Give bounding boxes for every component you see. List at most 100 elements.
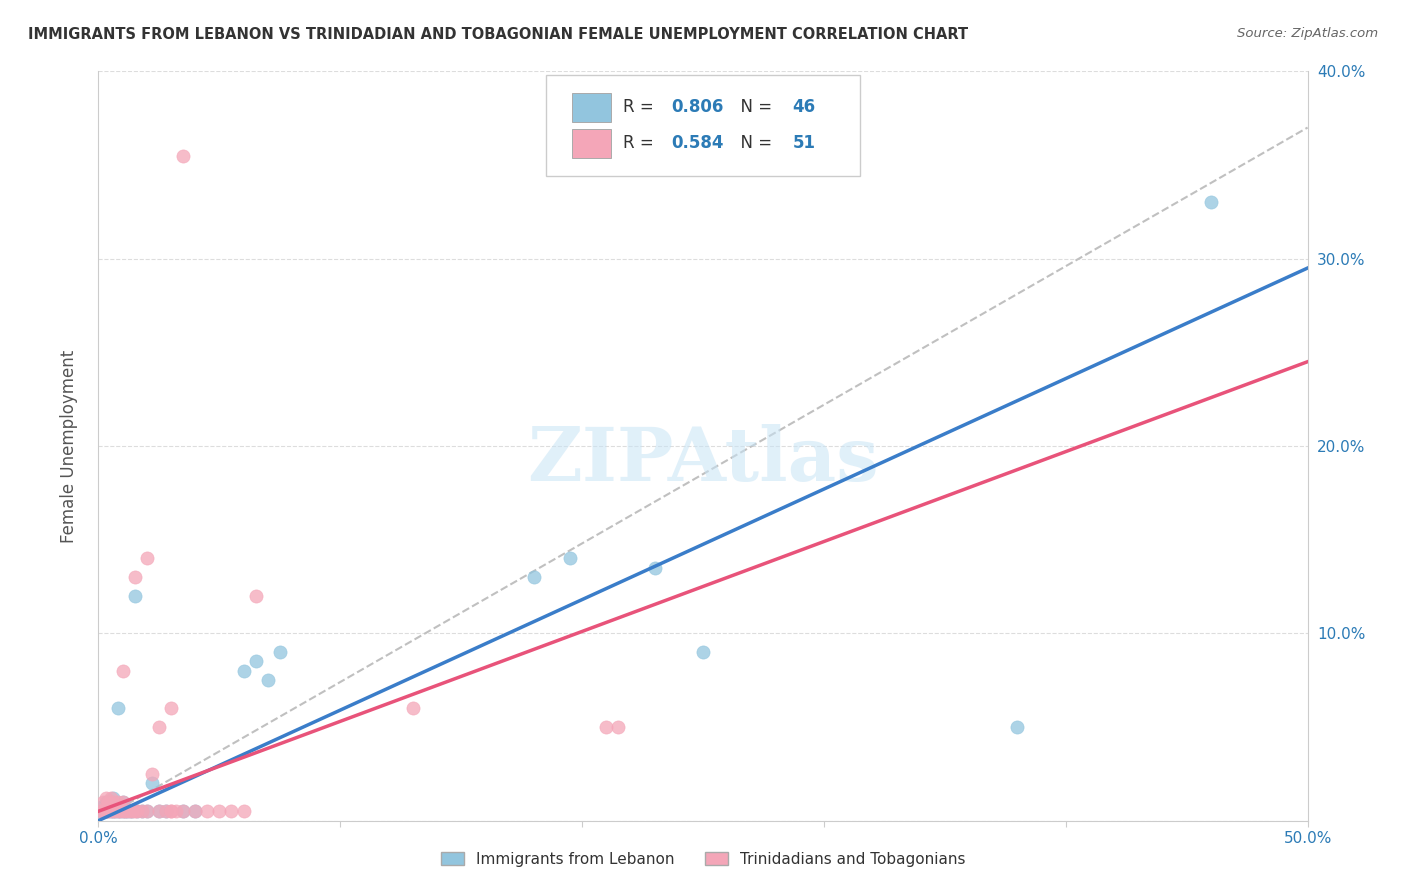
Point	[97, 798, 120, 813]
Point	[91, 798, 114, 813]
Point	[124, 805, 146, 819]
Point	[118, 805, 141, 819]
Point	[558, 551, 581, 566]
Text: ZIPAtlas: ZIPAtlas	[527, 425, 879, 498]
Point	[160, 805, 183, 819]
Point	[101, 805, 124, 819]
Point	[172, 149, 194, 163]
Point	[141, 776, 163, 790]
Point	[118, 805, 141, 819]
Point	[100, 798, 122, 813]
Point	[94, 802, 117, 816]
Point	[94, 805, 117, 819]
Point	[148, 805, 170, 819]
Point	[135, 805, 157, 819]
Point	[172, 805, 194, 819]
Point	[127, 805, 149, 819]
Text: N =: N =	[730, 135, 778, 153]
Legend: Immigrants from Lebanon, Trinidadians and Tobagonians: Immigrants from Lebanon, Trinidadians an…	[434, 846, 972, 873]
Point	[111, 795, 134, 809]
Point	[402, 701, 425, 715]
Text: N =: N =	[730, 98, 778, 116]
Point	[256, 673, 278, 688]
Point	[160, 701, 183, 715]
Point	[100, 798, 122, 813]
Point	[91, 805, 114, 819]
Point	[595, 720, 617, 734]
Point	[100, 802, 122, 816]
Point	[107, 805, 129, 819]
Point	[114, 805, 136, 819]
Point	[172, 805, 194, 819]
FancyBboxPatch shape	[572, 93, 612, 121]
Text: R =: R =	[623, 98, 659, 116]
Point	[160, 805, 183, 819]
Point	[97, 805, 120, 819]
Text: 0.806: 0.806	[672, 98, 724, 116]
Point	[117, 805, 139, 819]
Point	[131, 805, 153, 819]
Point	[692, 645, 714, 659]
Point	[111, 795, 134, 809]
Point	[104, 805, 127, 819]
Point	[607, 720, 630, 734]
Text: Source: ZipAtlas.com: Source: ZipAtlas.com	[1237, 27, 1378, 40]
Point	[523, 570, 546, 584]
Text: 51: 51	[793, 135, 815, 153]
Point	[100, 805, 122, 819]
Point	[91, 805, 114, 819]
Point	[121, 805, 143, 819]
Point	[97, 805, 120, 819]
Point	[232, 664, 254, 678]
Point	[101, 791, 124, 805]
Point	[100, 791, 122, 805]
Point	[97, 795, 120, 809]
FancyBboxPatch shape	[572, 129, 612, 158]
Point	[124, 570, 146, 584]
Point	[94, 795, 117, 809]
Point	[644, 561, 666, 575]
Point	[94, 798, 117, 813]
Point	[121, 805, 143, 819]
Point	[114, 805, 136, 819]
Point	[155, 805, 177, 819]
Point	[90, 805, 112, 819]
FancyBboxPatch shape	[546, 75, 860, 177]
Point	[117, 805, 139, 819]
Point	[101, 795, 124, 809]
Point	[101, 805, 124, 819]
Point	[111, 805, 134, 819]
Point	[101, 802, 124, 816]
Point	[245, 655, 267, 669]
Point	[107, 795, 129, 809]
Point	[94, 791, 117, 805]
Text: R =: R =	[623, 135, 659, 153]
Point	[165, 805, 187, 819]
Point	[155, 805, 177, 819]
Point	[184, 805, 207, 819]
Point	[104, 805, 127, 819]
Point	[108, 798, 131, 813]
Point	[94, 805, 117, 819]
Point	[148, 720, 170, 734]
Point	[104, 798, 127, 813]
Point	[111, 664, 134, 678]
Point	[91, 795, 114, 809]
Point	[184, 805, 207, 819]
Point	[107, 800, 129, 814]
Point	[195, 805, 218, 819]
Text: 46: 46	[793, 98, 815, 116]
Point	[1199, 195, 1222, 210]
Point	[100, 805, 122, 819]
Y-axis label: Female Unemployment: Female Unemployment	[59, 350, 77, 542]
Point	[124, 589, 146, 603]
Point	[141, 767, 163, 781]
Point	[208, 805, 231, 819]
Point	[148, 805, 170, 819]
Point	[111, 805, 134, 819]
Point	[245, 589, 267, 603]
Point	[127, 805, 149, 819]
Point	[108, 805, 131, 819]
Point	[269, 645, 291, 659]
Point	[232, 805, 254, 819]
